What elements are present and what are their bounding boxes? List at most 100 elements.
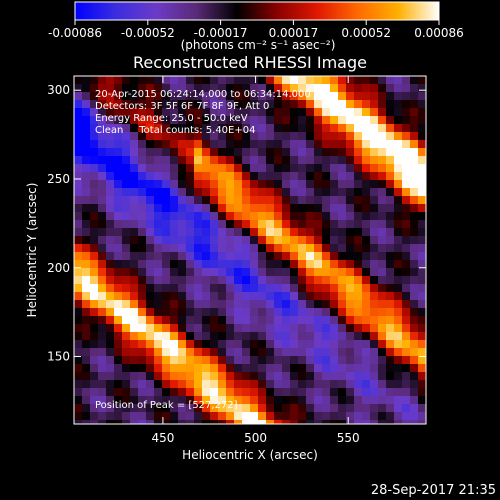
heatmap-cell <box>154 212 163 221</box>
heatmap-cell <box>186 412 195 421</box>
heatmap-cell <box>122 396 131 405</box>
heatmap-cell <box>242 188 251 197</box>
heatmap-cell <box>306 164 315 173</box>
heatmap-cell <box>314 332 323 341</box>
heatmap-cell <box>114 332 123 341</box>
heatmap-cell <box>74 188 83 197</box>
heatmap-cell <box>146 356 155 365</box>
heatmap-cell <box>250 212 259 221</box>
heatmap-cell <box>274 356 283 365</box>
heatmap-cell <box>170 364 179 373</box>
heatmap-cell <box>202 404 211 413</box>
heatmap-cell <box>178 100 187 109</box>
heatmap-cell <box>338 140 347 149</box>
heatmap-cell <box>410 252 419 261</box>
heatmap-cell <box>162 372 171 381</box>
heatmap-cell <box>234 148 243 157</box>
heatmap-cell <box>226 284 235 293</box>
heatmap-cell <box>154 180 163 189</box>
heatmap-cell <box>130 332 139 341</box>
heatmap-cell <box>258 100 267 109</box>
heatmap-cell <box>242 220 251 229</box>
heatmap-cell <box>362 132 371 141</box>
heatmap-cell <box>306 340 315 349</box>
heatmap-cell <box>322 180 331 189</box>
heatmap-cell <box>210 252 219 261</box>
heatmap-cell <box>218 276 227 285</box>
heatmap-cell <box>370 348 379 357</box>
heatmap-cell <box>386 420 395 424</box>
heatmap-cell <box>90 332 99 341</box>
heatmap-cell <box>186 84 195 93</box>
heatmap-cell <box>74 324 83 333</box>
heatmap-cell <box>298 332 307 341</box>
heatmap-cell <box>146 124 155 133</box>
heatmap-cell <box>154 132 163 141</box>
heatmap-cell <box>402 212 411 221</box>
heatmap-cell <box>354 316 363 325</box>
heatmap-cell <box>362 340 371 349</box>
heatmap-cell <box>234 388 243 397</box>
heatmap-cell <box>122 124 131 133</box>
heatmap-cell <box>330 76 339 85</box>
heatmap-cell <box>154 332 163 341</box>
heatmap-cell <box>250 412 259 421</box>
heatmap-cell <box>178 148 187 157</box>
heatmap-cell <box>362 412 371 421</box>
heatmap-cell <box>218 332 227 341</box>
heatmap-cell <box>330 268 339 277</box>
heatmap-cell <box>330 380 339 389</box>
heatmap-cell <box>338 284 347 293</box>
heatmap-cell <box>82 420 91 424</box>
heatmap-cell <box>298 244 307 253</box>
heatmap-cell <box>314 196 323 205</box>
heatmap-cell <box>330 148 339 157</box>
heatmap-cell <box>282 284 291 293</box>
heatmap-cell <box>162 172 171 181</box>
heatmap-cell <box>346 276 355 285</box>
heatmap-cell <box>234 364 243 373</box>
heatmap-cell <box>210 220 219 229</box>
heatmap-cell <box>210 140 219 149</box>
heatmap-cell <box>114 276 123 285</box>
heatmap-cell <box>90 388 99 397</box>
heatmap-cell <box>322 108 331 117</box>
heatmap-cell <box>178 124 187 133</box>
heatmap-cell <box>210 100 219 109</box>
heatmap-cell <box>370 172 379 181</box>
heatmap-cell <box>370 244 379 253</box>
heatmap-cell <box>418 76 426 85</box>
heatmap-cell <box>274 284 283 293</box>
heatmap-cell <box>146 364 155 373</box>
heatmap-cell <box>194 244 203 253</box>
heatmap-cell <box>346 316 355 325</box>
heatmap-cell <box>346 324 355 333</box>
heatmap-cell <box>394 332 403 341</box>
heatmap-cell <box>394 92 403 101</box>
heatmap-cell <box>298 212 307 221</box>
heatmap-cell <box>242 348 251 357</box>
heatmap-cell <box>266 140 275 149</box>
heatmap-cell <box>274 348 283 357</box>
heatmap-cell <box>90 308 99 317</box>
heatmap-cell <box>226 100 235 109</box>
heatmap-cell <box>154 324 163 333</box>
heatmap-cell <box>74 412 83 421</box>
heatmap-cell <box>394 124 403 133</box>
heatmap-cell <box>122 220 131 229</box>
heatmap-cell <box>394 348 403 357</box>
heatmap-cell <box>226 380 235 389</box>
heatmap-cell <box>186 164 195 173</box>
heatmap-cell <box>242 340 251 349</box>
heatmap-cell <box>74 132 83 141</box>
heatmap-cell <box>210 124 219 133</box>
heatmap-cell <box>386 268 395 277</box>
heatmap-cell <box>258 204 267 213</box>
heatmap-cell <box>338 412 347 421</box>
heatmap-cell <box>106 324 115 333</box>
heatmap-cell <box>338 108 347 117</box>
heatmap-cell <box>186 348 195 357</box>
heatmap-cell <box>402 292 411 301</box>
heatmap-cell <box>194 420 203 424</box>
heatmap-cell <box>74 180 83 189</box>
